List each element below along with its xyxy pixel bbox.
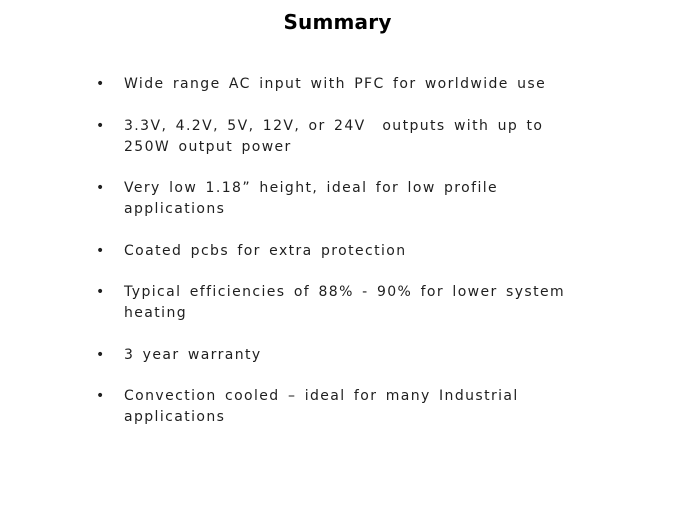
bullet-text: Very low 1.18” height, ideal for low pro…: [124, 180, 499, 217]
bullet-text: Wide range AC input with PFC for worldwi…: [124, 76, 547, 92]
list-item: • Coated pcbs for extra protection: [96, 241, 645, 262]
bullet-text: Typical efficiencies of 88% - 90% for lo…: [124, 284, 566, 321]
bullet-text: 3.3V, 4.2V, 5V, 12V, or 24V outputs with…: [124, 117, 544, 155]
summary-bullet-list: • Wide range AC input with PFC for world…: [0, 74, 675, 428]
list-item: • Wide range AC input with PFC for world…: [96, 74, 645, 95]
bullet-icon: •: [96, 76, 106, 92]
bullet-icon: •: [96, 284, 106, 300]
page-title: Summary: [283, 10, 392, 34]
list-item: • 3 year warranty: [96, 345, 645, 366]
bullet-text: 3 year warranty: [124, 346, 262, 363]
list-item: • Very low 1.18” height, ideal for low p…: [96, 178, 645, 220]
bullet-icon: •: [96, 242, 106, 259]
list-item: • 3.3V, 4.2V, 5V, 12V, or 24V outputs wi…: [96, 116, 645, 158]
bullet-icon: •: [96, 388, 106, 404]
bullet-icon: •: [96, 346, 106, 363]
bullet-text: Coated pcbs for extra protection: [124, 242, 407, 259]
list-item: • Typical efficiencies of 88% - 90% for …: [96, 282, 645, 324]
bullet-text: Convection cooled – ideal for many Indus…: [124, 388, 519, 425]
list-item: • Convection cooled – ideal for many Ind…: [96, 386, 645, 428]
bullet-icon: •: [96, 180, 106, 196]
bullet-icon: •: [96, 117, 106, 134]
